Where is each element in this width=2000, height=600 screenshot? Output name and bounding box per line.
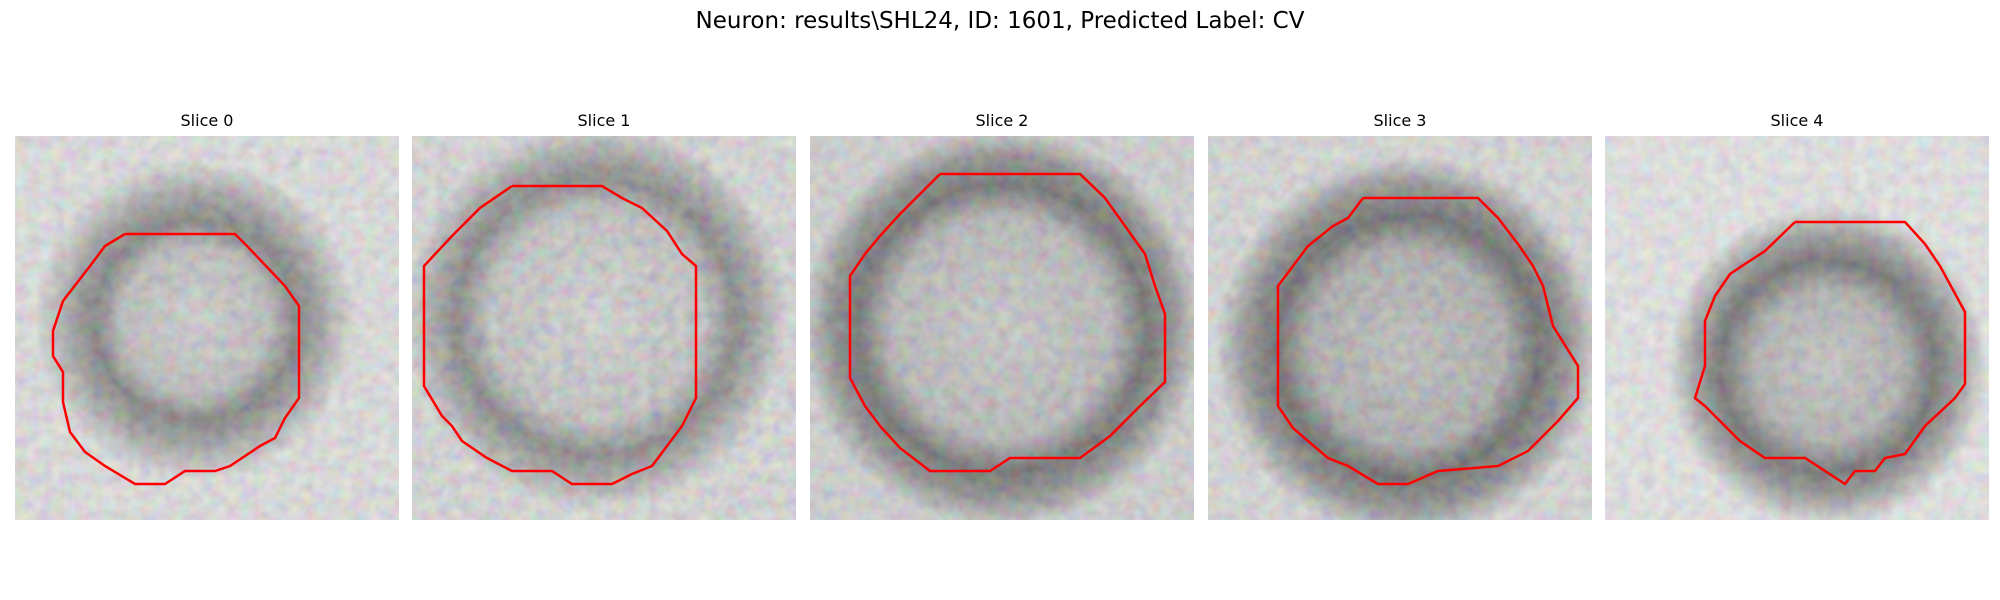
slice-title-2: Slice 2 <box>975 111 1029 130</box>
slice-title-4: Slice 4 <box>1770 111 1824 130</box>
slice-title-3: Slice 3 <box>1373 111 1427 130</box>
contour-2 <box>848 172 1167 473</box>
slice-panel-4: Slice 4 <box>1605 110 1989 520</box>
slice-title-0: Slice 0 <box>180 111 234 130</box>
contour-0 <box>51 232 301 486</box>
contour-1 <box>422 184 698 486</box>
figure-title: Neuron: results\SHL24, ID: 1601, Predict… <box>695 8 1305 34</box>
contour-3 <box>1276 196 1580 486</box>
slice-image-0 <box>15 136 399 520</box>
slice-image-2 <box>810 136 1194 520</box>
slice-image-4 <box>1605 136 1989 520</box>
slice-image-1 <box>412 136 796 520</box>
slice-panel-3: Slice 3 <box>1208 110 1592 520</box>
slice-panel-1: Slice 1 <box>412 110 796 520</box>
slice-image-3 <box>1208 136 1592 520</box>
slice-title-1: Slice 1 <box>577 111 631 130</box>
slice-panel-2: Slice 2 <box>810 110 1194 520</box>
slice-panel-0: Slice 0 <box>15 110 399 520</box>
contour-4 <box>1693 220 1967 486</box>
